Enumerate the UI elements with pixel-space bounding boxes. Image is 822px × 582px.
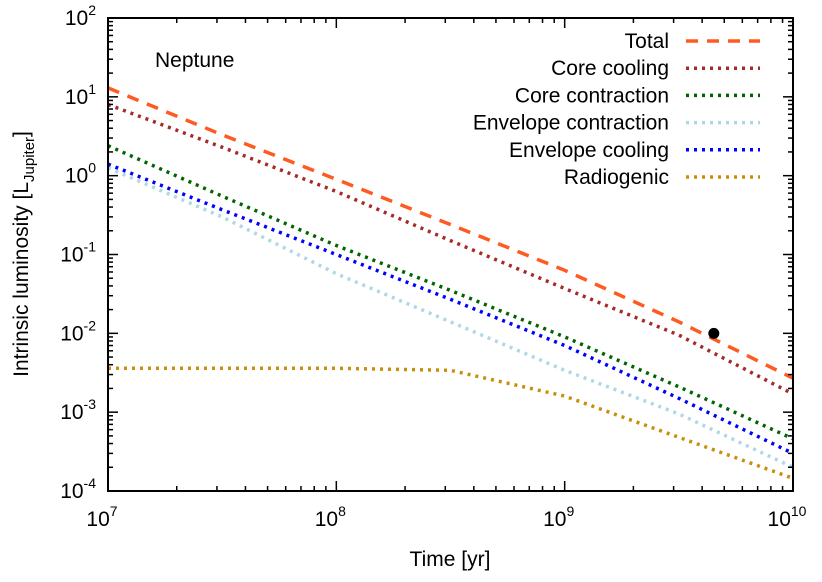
y-axis-label-end: ] bbox=[10, 131, 33, 137]
x-tick-label: 108 bbox=[315, 503, 346, 531]
y-tick-label: 101 bbox=[65, 81, 96, 109]
legend-label: Envelope contraction bbox=[473, 112, 669, 135]
y-tick-label: 10-3 bbox=[60, 396, 96, 424]
y-tick-exp: 2 bbox=[88, 2, 96, 18]
y-tick-label: 100 bbox=[65, 160, 96, 188]
data-points bbox=[708, 327, 720, 339]
x-tick-label: 109 bbox=[543, 503, 574, 531]
y-axis-label-main: Intrinsic luminosity [L bbox=[10, 182, 33, 377]
y-tick-exp: 0 bbox=[88, 160, 96, 176]
legend-label: Total bbox=[625, 30, 669, 53]
x-tick-base: 10 bbox=[86, 508, 109, 531]
y-axis-label-sub: Jupiter bbox=[21, 137, 38, 182]
y-tick-label: 10-4 bbox=[60, 475, 96, 503]
x-tick-base: 10 bbox=[315, 508, 338, 531]
x-tick-base: 10 bbox=[768, 508, 791, 531]
y-tick-exp: -4 bbox=[84, 475, 97, 491]
y-tick-base: 10 bbox=[65, 86, 88, 109]
legend-label: Core cooling bbox=[551, 57, 669, 80]
x-tick-base: 10 bbox=[543, 508, 566, 531]
series-line-core-cooling bbox=[107, 102, 794, 396]
data-point bbox=[708, 327, 720, 339]
y-tick-exp: 1 bbox=[88, 81, 96, 97]
series-line-envelope-cooling bbox=[107, 162, 794, 455]
y-tick-base: 10 bbox=[60, 401, 83, 424]
y-tick-label: 102 bbox=[65, 2, 96, 30]
y-tick-base: 10 bbox=[60, 480, 83, 503]
planet-annotation: Neptune bbox=[155, 49, 234, 72]
x-tick-label: 1010 bbox=[768, 503, 807, 531]
legend-label: Core contraction bbox=[515, 84, 669, 107]
y-tick-exp: -1 bbox=[84, 239, 97, 255]
x-tick-label: 107 bbox=[86, 503, 117, 531]
legend: Total Core cooling Core contraction Envelop… bbox=[473, 30, 760, 189]
x-tick-exp: 8 bbox=[338, 503, 346, 519]
x-axis-label: Time [yr] bbox=[410, 548, 491, 571]
y-tick-exp: -3 bbox=[84, 396, 97, 412]
series-line-core-contraction bbox=[107, 144, 794, 441]
y-tick-label: 10-2 bbox=[60, 317, 96, 345]
y-axis-label: Intrinsic luminosity [LJupiter] bbox=[10, 131, 38, 377]
legend-label: Envelope cooling bbox=[509, 139, 669, 162]
y-tick-base: 10 bbox=[65, 165, 88, 188]
series-line-envelope-contraction bbox=[107, 166, 794, 469]
legend-label: Radiogenic bbox=[564, 166, 669, 189]
y-tick-label: 10-1 bbox=[60, 239, 96, 267]
y-tick-base: 10 bbox=[65, 7, 88, 30]
y-tick-base: 10 bbox=[60, 244, 83, 267]
x-tick-exp: 10 bbox=[791, 503, 807, 519]
series-line-radiogenic bbox=[108, 366, 794, 480]
series-line-total bbox=[107, 86, 794, 380]
y-tick-base: 10 bbox=[60, 322, 83, 345]
y-tick-exp: -2 bbox=[84, 317, 97, 333]
series-lines bbox=[107, 86, 794, 480]
x-tick-exp: 9 bbox=[566, 503, 574, 519]
x-tick-exp: 7 bbox=[110, 503, 118, 519]
